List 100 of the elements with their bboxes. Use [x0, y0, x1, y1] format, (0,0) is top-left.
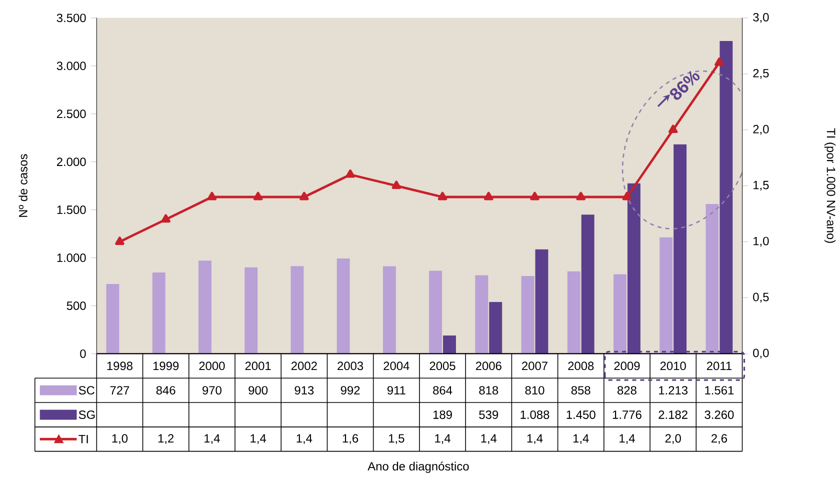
data-label: 1.213	[659, 386, 688, 394]
bar	[290, 266, 304, 354]
data-label: 858	[571, 386, 590, 394]
y2-tick-label: 2,0	[753, 124, 769, 135]
data-label: 810	[525, 386, 544, 394]
point	[484, 192, 494, 200]
bar	[614, 274, 626, 354]
point	[622, 192, 632, 200]
data-label: 727	[110, 386, 130, 394]
bar	[567, 271, 580, 354]
bar	[660, 237, 673, 354]
y2-tick-label: 0,5	[753, 292, 769, 303]
data-label: 992	[340, 386, 360, 394]
x-tick-label: 2008	[568, 362, 594, 370]
data-label: 846	[156, 386, 176, 394]
x-tick-label: 2011	[706, 362, 732, 370]
y2-axis-title: TI (por 1.000 NV-ano)	[824, 128, 836, 243]
data-label: 2.182	[658, 410, 688, 419]
y-tick-label: 2.500	[56, 110, 86, 118]
y2-tick-label: 1,5	[754, 180, 769, 191]
data-label: 3.260	[704, 410, 734, 419]
data-label: 828	[618, 386, 636, 394]
y-axis-title: Nº de casos	[18, 154, 28, 217]
data-label: 1.561	[705, 386, 734, 394]
data-label: 1,4	[250, 434, 266, 444]
y2-tick-label: 3,0	[753, 12, 769, 23]
data-label: 911	[387, 386, 406, 394]
data-label: 189	[433, 410, 452, 419]
x-tick-label: 2001	[245, 362, 271, 370]
y2-tick-label: 1,0	[754, 236, 769, 247]
data-label: 864	[433, 386, 452, 394]
point	[438, 192, 448, 200]
bar	[521, 276, 534, 354]
y-tick-label: 1.500	[57, 205, 86, 214]
text: Ano de diagnóstico	[368, 462, 469, 473]
data-label: 2,0	[665, 434, 681, 444]
point	[253, 192, 263, 200]
x-tick-label: 1999	[153, 362, 179, 370]
x-tick-label: 2002	[291, 362, 317, 370]
x-tick-label: 2006	[476, 362, 502, 370]
point	[161, 214, 170, 222]
point	[668, 124, 678, 133]
bar	[475, 275, 488, 354]
data-label: 1.450	[566, 410, 596, 419]
data-label: 1.776	[612, 410, 642, 419]
data-label: 1,0	[112, 434, 128, 444]
y-tick-label: 1.000	[57, 253, 86, 262]
bar	[429, 270, 442, 354]
legend-label: TI	[78, 434, 88, 444]
point	[392, 180, 402, 189]
y-tick-label: 3.000	[56, 62, 86, 70]
x-tick-label: 1998	[107, 362, 132, 370]
point	[346, 169, 355, 178]
x-tick-label: 2007	[522, 362, 548, 370]
y2-tick-label: 2,5	[753, 68, 769, 79]
data-label: 913	[294, 386, 314, 394]
data-label: 1,4	[204, 434, 220, 444]
data-label: 1,4	[527, 434, 543, 444]
data-label: 1,4	[620, 434, 635, 444]
bar	[106, 284, 120, 354]
x-tick-label: 2009	[614, 362, 640, 370]
point	[300, 192, 309, 200]
data-label: 1,2	[158, 434, 174, 444]
x-tick-label: 2005	[430, 362, 456, 370]
data-label: 1,4	[481, 434, 497, 444]
data-label: 900	[248, 386, 268, 394]
data-label: 1,5	[389, 434, 404, 444]
x-tick-label: 2003	[338, 362, 364, 370]
bar	[244, 267, 258, 354]
point	[714, 57, 724, 66]
bar	[152, 272, 166, 354]
data-label: 1,4	[435, 434, 450, 444]
legend-label: SC	[78, 386, 94, 394]
y-tick-label: 500	[66, 301, 86, 310]
data-label: 1,6	[342, 434, 358, 444]
x-tick-label: 2000	[199, 362, 225, 370]
data-label: 818	[479, 386, 498, 394]
bar	[581, 214, 594, 354]
bar	[489, 302, 502, 354]
bar	[706, 204, 719, 354]
y-tick-label: 2.000	[56, 157, 86, 166]
x-tick-label: 2004	[384, 362, 410, 370]
point	[530, 192, 540, 200]
point	[576, 192, 586, 200]
y2-tick-label: 0,0	[753, 348, 769, 359]
data-label: 970	[202, 386, 222, 394]
bar	[336, 258, 350, 354]
y-tick-label: 3.500	[56, 14, 86, 22]
data-label: 539	[479, 410, 498, 419]
legend-label: SG	[78, 410, 95, 419]
annotation: 86%	[670, 70, 700, 100]
data-label: 2,6	[712, 434, 727, 444]
point	[115, 236, 124, 245]
bar	[382, 266, 396, 354]
bar	[198, 260, 212, 354]
bar	[443, 335, 456, 354]
data-label: 1.088	[520, 410, 550, 419]
x-tick-label: 2010	[660, 362, 686, 370]
y-tick-label: 0	[80, 349, 86, 358]
data-label: 1,4	[296, 434, 312, 444]
